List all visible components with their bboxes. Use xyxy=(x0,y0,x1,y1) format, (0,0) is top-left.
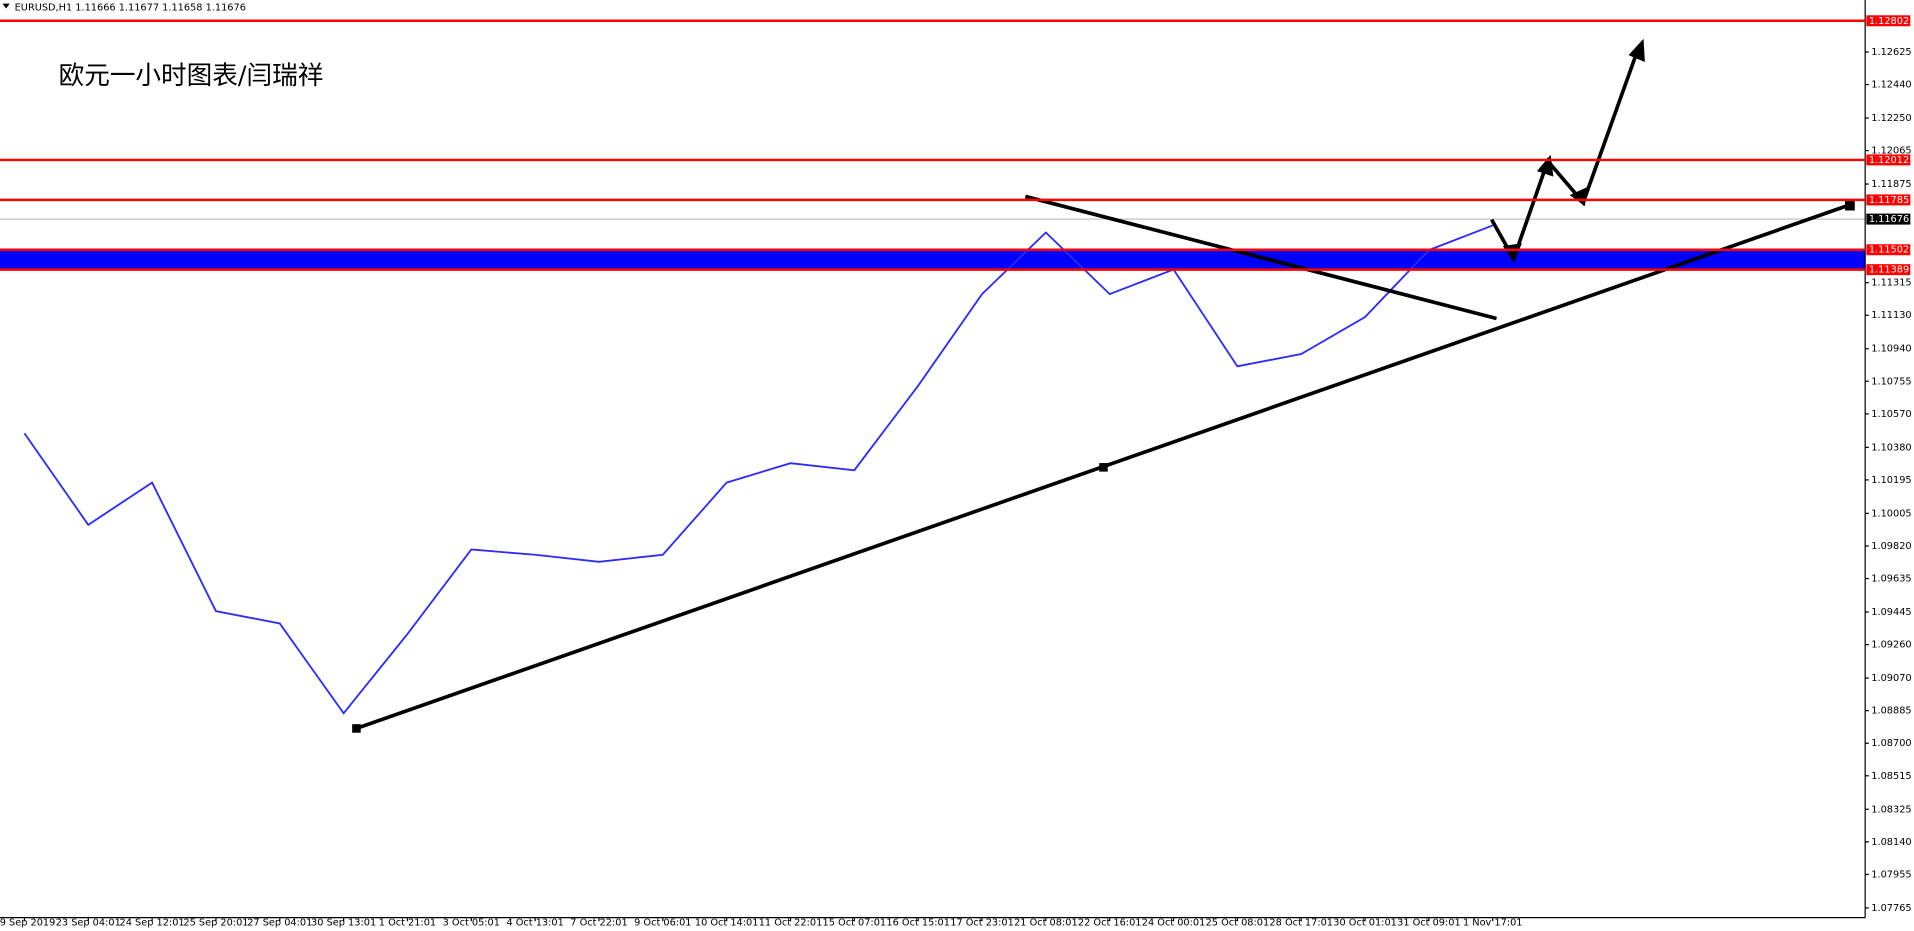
menu-arrow xyxy=(2,3,10,9)
x-tick-label: 19 Sep 2019 xyxy=(0,917,55,928)
y-tick-label: 1.07955 xyxy=(1871,869,1911,880)
level-tag xyxy=(1866,264,1911,276)
y-tick-label: 1.12440 xyxy=(1871,80,1911,91)
last-price-label: 1.11676 xyxy=(1869,214,1909,225)
y-tick-label: 1.10755 xyxy=(1871,376,1911,387)
y-tick-label: 1.10940 xyxy=(1871,344,1911,355)
trend-line xyxy=(1024,194,1497,321)
y-tick-label: 1.10195 xyxy=(1871,475,1911,486)
y-tick-label: 1.08140 xyxy=(1871,837,1911,848)
x-tick-label: 24 Oct 00:01 xyxy=(1142,917,1206,928)
x-tick-label: 1 Nov 17:01 xyxy=(1463,917,1523,928)
x-tick-label: 7 Oct 22:01 xyxy=(570,917,627,928)
x-tick-label: 9 Oct 06:01 xyxy=(634,917,691,928)
header: EURUSD,H1 1.11666 1.11677 1.11658 1.1167… xyxy=(15,2,246,13)
zone xyxy=(0,249,1866,270)
x-tick-label: 21 Oct 08:01 xyxy=(1014,917,1078,928)
x-tick-label: 30 Oct 01:01 xyxy=(1333,917,1397,928)
chart-title: 欧元一小时图表/闫瑞祥 xyxy=(59,61,324,91)
price-line xyxy=(23,224,1494,715)
y-tick-label: 1.08885 xyxy=(1871,706,1911,717)
x-tick-label: 1 Oct 21:01 xyxy=(379,917,436,928)
x-tick-label: 25 Sep 20:01 xyxy=(183,917,248,928)
y-tick-label: 1.12625 xyxy=(1871,47,1911,58)
x-tick-label: 24 Sep 12:01 xyxy=(120,917,185,928)
y-tick-label: 1.08325 xyxy=(1871,804,1911,815)
x-tick-label: 3 Oct 05:01 xyxy=(443,917,500,928)
level-label: 1.12802 xyxy=(1869,16,1909,27)
y-tick-label: 1.09445 xyxy=(1871,607,1911,618)
x-tick-label: 17 Oct 23:01 xyxy=(950,917,1014,928)
x-tick-label: 23 Sep 04:01 xyxy=(56,917,121,928)
anchor xyxy=(1845,200,1855,211)
level-tag xyxy=(1866,194,1911,206)
x-tick-label: 27 Sep 04:01 xyxy=(247,917,312,928)
y-tick-label: 1.12250 xyxy=(1871,113,1911,124)
y-tick-label: 1.10380 xyxy=(1871,442,1911,453)
level-tag xyxy=(1866,154,1911,166)
y-tick-label: 1.11315 xyxy=(1871,278,1911,289)
y-tick-label: 1.07765 xyxy=(1871,903,1911,914)
x-tick-label: 10 Oct 14:01 xyxy=(695,917,759,928)
y-tick-label: 1.11875 xyxy=(1871,179,1911,190)
x-tick-label: 4 Oct 13:01 xyxy=(506,917,563,928)
y-tick-label: 1.12065 xyxy=(1871,146,1911,157)
level-label: 1.11389 xyxy=(1869,265,1909,276)
level-label: 1.11502 xyxy=(1869,245,1909,256)
x-tick-label: 11 Oct 22:01 xyxy=(759,917,823,928)
last-price-tag xyxy=(1866,213,1911,225)
y-tick-label: 1.09260 xyxy=(1871,640,1911,651)
anchor xyxy=(1099,463,1108,472)
y-tick-label: 1.09070 xyxy=(1871,673,1911,684)
anchor xyxy=(352,724,361,733)
y-tick-label: 1.08700 xyxy=(1871,738,1911,749)
x-tick-label: 16 Oct 15:01 xyxy=(886,917,950,928)
y-tick-label: 1.08515 xyxy=(1871,771,1911,782)
y-tick-label: 1.10005 xyxy=(1871,508,1911,519)
x-tick-label: 22 Oct 16:01 xyxy=(1078,917,1142,928)
level-tag xyxy=(1866,244,1911,256)
y-tick-label: 1.09635 xyxy=(1871,574,1911,585)
level-label: 1.12012 xyxy=(1869,155,1909,166)
x-tick-label: 15 Oct 07:01 xyxy=(823,917,887,928)
y-tick-label: 1.09820 xyxy=(1871,541,1911,552)
x-tick-label: 25 Oct 08:01 xyxy=(1206,917,1270,928)
arrow-head xyxy=(1628,38,1645,62)
y-tick-label: 1.11130 xyxy=(1871,310,1911,321)
level-label: 1.11785 xyxy=(1869,195,1909,206)
x-tick-label: 30 Sep 13:01 xyxy=(311,917,376,928)
plot xyxy=(0,218,1866,715)
y-tick-label: 1.10570 xyxy=(1871,409,1911,420)
level-tag xyxy=(1866,15,1911,27)
x-tick-label: 28 Oct 17:01 xyxy=(1269,917,1333,928)
arrow-head xyxy=(1502,243,1522,263)
x-tick-label: 31 Oct 09:01 xyxy=(1397,917,1461,928)
